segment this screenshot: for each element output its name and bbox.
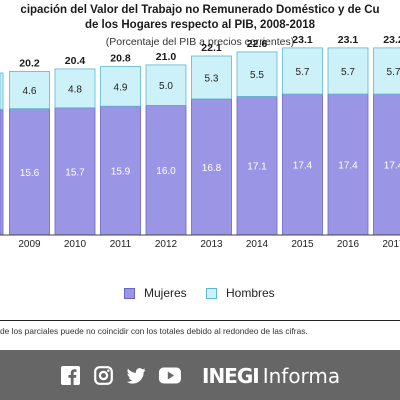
bar-mujeres-2014 (236, 96, 278, 236)
data-label-hombres-2016: 5.7 (341, 67, 355, 78)
bar-hombres-2015 (282, 47, 323, 95)
data-label-hombres-2014: 5.5 (250, 70, 264, 81)
bar-hombres-2016 (327, 47, 369, 95)
legend-label-mujeres: Mujeres (144, 286, 187, 300)
brand-logo: INEGI Informa (202, 361, 340, 391)
legend-item-hombres: Hombres (206, 286, 275, 300)
bar-hombres-2009 (9, 70, 50, 110)
data-label-total-2012: 21.0 (156, 51, 177, 63)
data-label-total-2016: 23.1 (338, 34, 359, 46)
footer-bar: INEGI Informa (0, 350, 400, 400)
legend-swatch-hombres (206, 287, 217, 299)
bar-partial-edge-top (0, 72, 4, 110)
data-label-hombres-2011: 4.9 (114, 82, 128, 93)
x-tick-label-2012: 2012 (155, 239, 178, 250)
data-label-mujeres-2016: 17.4 (338, 161, 358, 172)
data-label-total-2010: 20.4 (65, 55, 86, 67)
data-label-mujeres-2013: 16.8 (202, 163, 222, 174)
data-label-total-2015: 23.1 (292, 34, 313, 46)
bar-mujeres-2016 (327, 93, 369, 236)
twitter-icon[interactable] (127, 366, 146, 385)
x-tick-label-2013: 2013 (200, 239, 223, 250)
chart-title: cipación del Valor del Trabajo no Remune… (0, 3, 400, 33)
data-label-total-2011: 20.8 (110, 53, 131, 65)
chart-title-line-2: de los Hogares respecto al PIB, 2008-201… (84, 19, 316, 31)
bar-hombres-2013 (191, 55, 232, 100)
bar-hombres-2017 (373, 47, 400, 95)
bar-mujeres-2017 (373, 93, 400, 236)
data-label-mujeres-2010: 15.7 (65, 167, 85, 178)
bar-hombres-2010 (54, 68, 96, 109)
data-label-mujeres-2015: 17.4 (293, 161, 313, 172)
x-tick-label-2016: 2016 (337, 239, 360, 250)
x-tick-label-2010: 2010 (64, 239, 87, 250)
data-label-mujeres-2011: 15.9 (111, 167, 131, 178)
brand-suffix: Informa (262, 364, 341, 388)
bar-mujeres-2013 (191, 98, 232, 236)
facebook-icon[interactable] (61, 366, 80, 385)
brand-name: INEGI (202, 364, 260, 388)
data-label-total-2009: 20.2 (19, 57, 40, 69)
chart-title-line-1: cipación del Valor del Trabajo no Remune… (20, 4, 380, 16)
data-label-hombres-2017: 5.7 (387, 67, 400, 78)
footnote: de los parciales puede no coincidir con … (0, 320, 400, 336)
data-label-total-2013: 22.1 (201, 42, 222, 54)
data-label-mujeres-2017: 17.4 (384, 161, 400, 172)
bar-hombres-2012 (145, 64, 187, 106)
data-label-total-2014: 22.6 (247, 38, 268, 50)
x-tick-label-2017: 2017 (382, 239, 400, 250)
legend: Mujeres Hombres (0, 286, 400, 304)
data-label-hombres-2015: 5.7 (296, 67, 310, 78)
instagram-icon[interactable] (94, 366, 113, 385)
legend-item-mujeres: Mujeres (124, 286, 187, 300)
data-label-hombres-2009: 4.6 (23, 86, 37, 97)
data-label-hombres-2012: 5.0 (159, 81, 173, 92)
data-label-mujeres-2012: 16.0 (156, 166, 176, 177)
x-tick-label-2009: 2009 (18, 239, 41, 250)
youtube-icon[interactable] (159, 366, 181, 385)
x-tick-label-2015: 2015 (291, 239, 314, 250)
x-tick-label-2014: 2014 (246, 239, 269, 250)
data-label-mujeres-2014: 17.1 (247, 162, 267, 173)
bar-partial-edge (0, 109, 4, 236)
legend-swatch-mujeres (124, 287, 135, 299)
data-label-hombres-2013: 5.3 (205, 73, 219, 84)
chart-subtitle: (Porcentaje del PIB a precios corrientes… (105, 36, 295, 48)
bar-mujeres-2012 (145, 105, 187, 236)
bar-mujeres-2015 (282, 93, 323, 236)
data-label-mujeres-2009: 15.6 (20, 168, 40, 179)
bar-hombres-2014 (236, 51, 278, 97)
data-label-hombres-2010: 4.8 (68, 84, 82, 95)
bar-hombres-2011 (100, 66, 141, 107)
x-tick-label-2011: 2011 (110, 239, 132, 250)
data-label-total-2017: 23.2 (383, 34, 400, 46)
stacked-bar-chart: 15.6 4.6 20.2 2009 15.7 4.8 20.4 2010 15.9 4.9 20.… (0, 34, 400, 250)
bar-mujeres-2009 (9, 108, 50, 236)
legend-label-hombres: Hombres (226, 286, 275, 300)
